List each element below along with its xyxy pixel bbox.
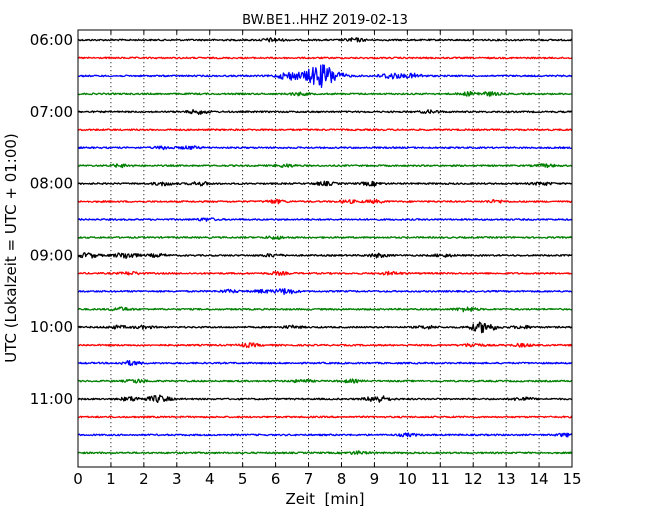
trace-1000: [77, 321, 573, 334]
y-axis-ticks: 06:00 07:00 08:00 09:00 10:00 11:00: [30, 31, 572, 408]
trace-0730: [77, 145, 573, 151]
x-tick-label: 2: [139, 470, 149, 488]
x-tick-label: 3: [172, 470, 182, 488]
trace-0700: [77, 108, 573, 116]
x-tick-label: 9: [370, 470, 380, 488]
y-tick-label: 09:00: [30, 246, 73, 264]
trace-0830: [77, 217, 573, 222]
y-axis-label: UTC (Lokalzeit = UTC + 01:00): [2, 133, 20, 363]
plot-frame: [77, 29, 573, 468]
chart-title: BW.BE1..HHZ 2019-02-13: [242, 13, 408, 28]
x-tick-label: 8: [337, 470, 347, 488]
trace-0945: [78, 306, 573, 313]
x-tick-label: 11: [431, 470, 450, 488]
x-tick-label: 12: [464, 470, 483, 488]
y-tick-label: 06:00: [30, 31, 73, 49]
trace-0600: [77, 37, 573, 43]
trace-1115: [77, 415, 573, 419]
x-axis-label: Zeit [min]: [285, 490, 364, 508]
x-tick-label: 10: [398, 470, 417, 488]
y-tick-label: 07:00: [30, 103, 73, 121]
trace-1045: [77, 378, 573, 384]
y-tick-label: 10:00: [30, 318, 73, 336]
x-tick-label: 7: [304, 470, 314, 488]
trace-0745: [77, 163, 573, 169]
x-tick-label: 4: [205, 470, 215, 488]
x-axis-ticks: 0 1 2 3 4 5 6 7 8 9 10 11 12 13 14 15: [73, 30, 582, 488]
trace-1030: [77, 359, 573, 367]
trace-0715: [77, 128, 573, 132]
trace-0845: [77, 235, 573, 240]
seismic-traces: [77, 37, 573, 455]
trace-0900: [77, 252, 573, 259]
trace-1145: [77, 450, 573, 455]
x-tick-label: 5: [238, 470, 248, 488]
trace-1130: [77, 432, 573, 438]
trace-1100: [77, 394, 573, 404]
trace-1015: [77, 342, 573, 349]
x-tick-label: 0: [73, 470, 83, 488]
x-tick-label: 1: [106, 470, 116, 488]
trace-0630: [77, 64, 573, 89]
trace-0800: [77, 180, 573, 187]
trace-0615: [77, 56, 573, 60]
minute-gridlines: [110, 30, 540, 467]
x-tick-label: 13: [497, 470, 516, 488]
x-tick-label: 15: [562, 470, 581, 488]
x-tick-label: 14: [530, 470, 549, 488]
trace-0645: [77, 91, 573, 97]
trace-0915: [77, 270, 573, 277]
trace-0930: [77, 287, 573, 296]
trace-0815: [77, 198, 573, 205]
y-tick-label: 11:00: [30, 390, 73, 408]
y-tick-label: 08:00: [30, 175, 73, 193]
x-tick-label: 6: [271, 470, 281, 488]
